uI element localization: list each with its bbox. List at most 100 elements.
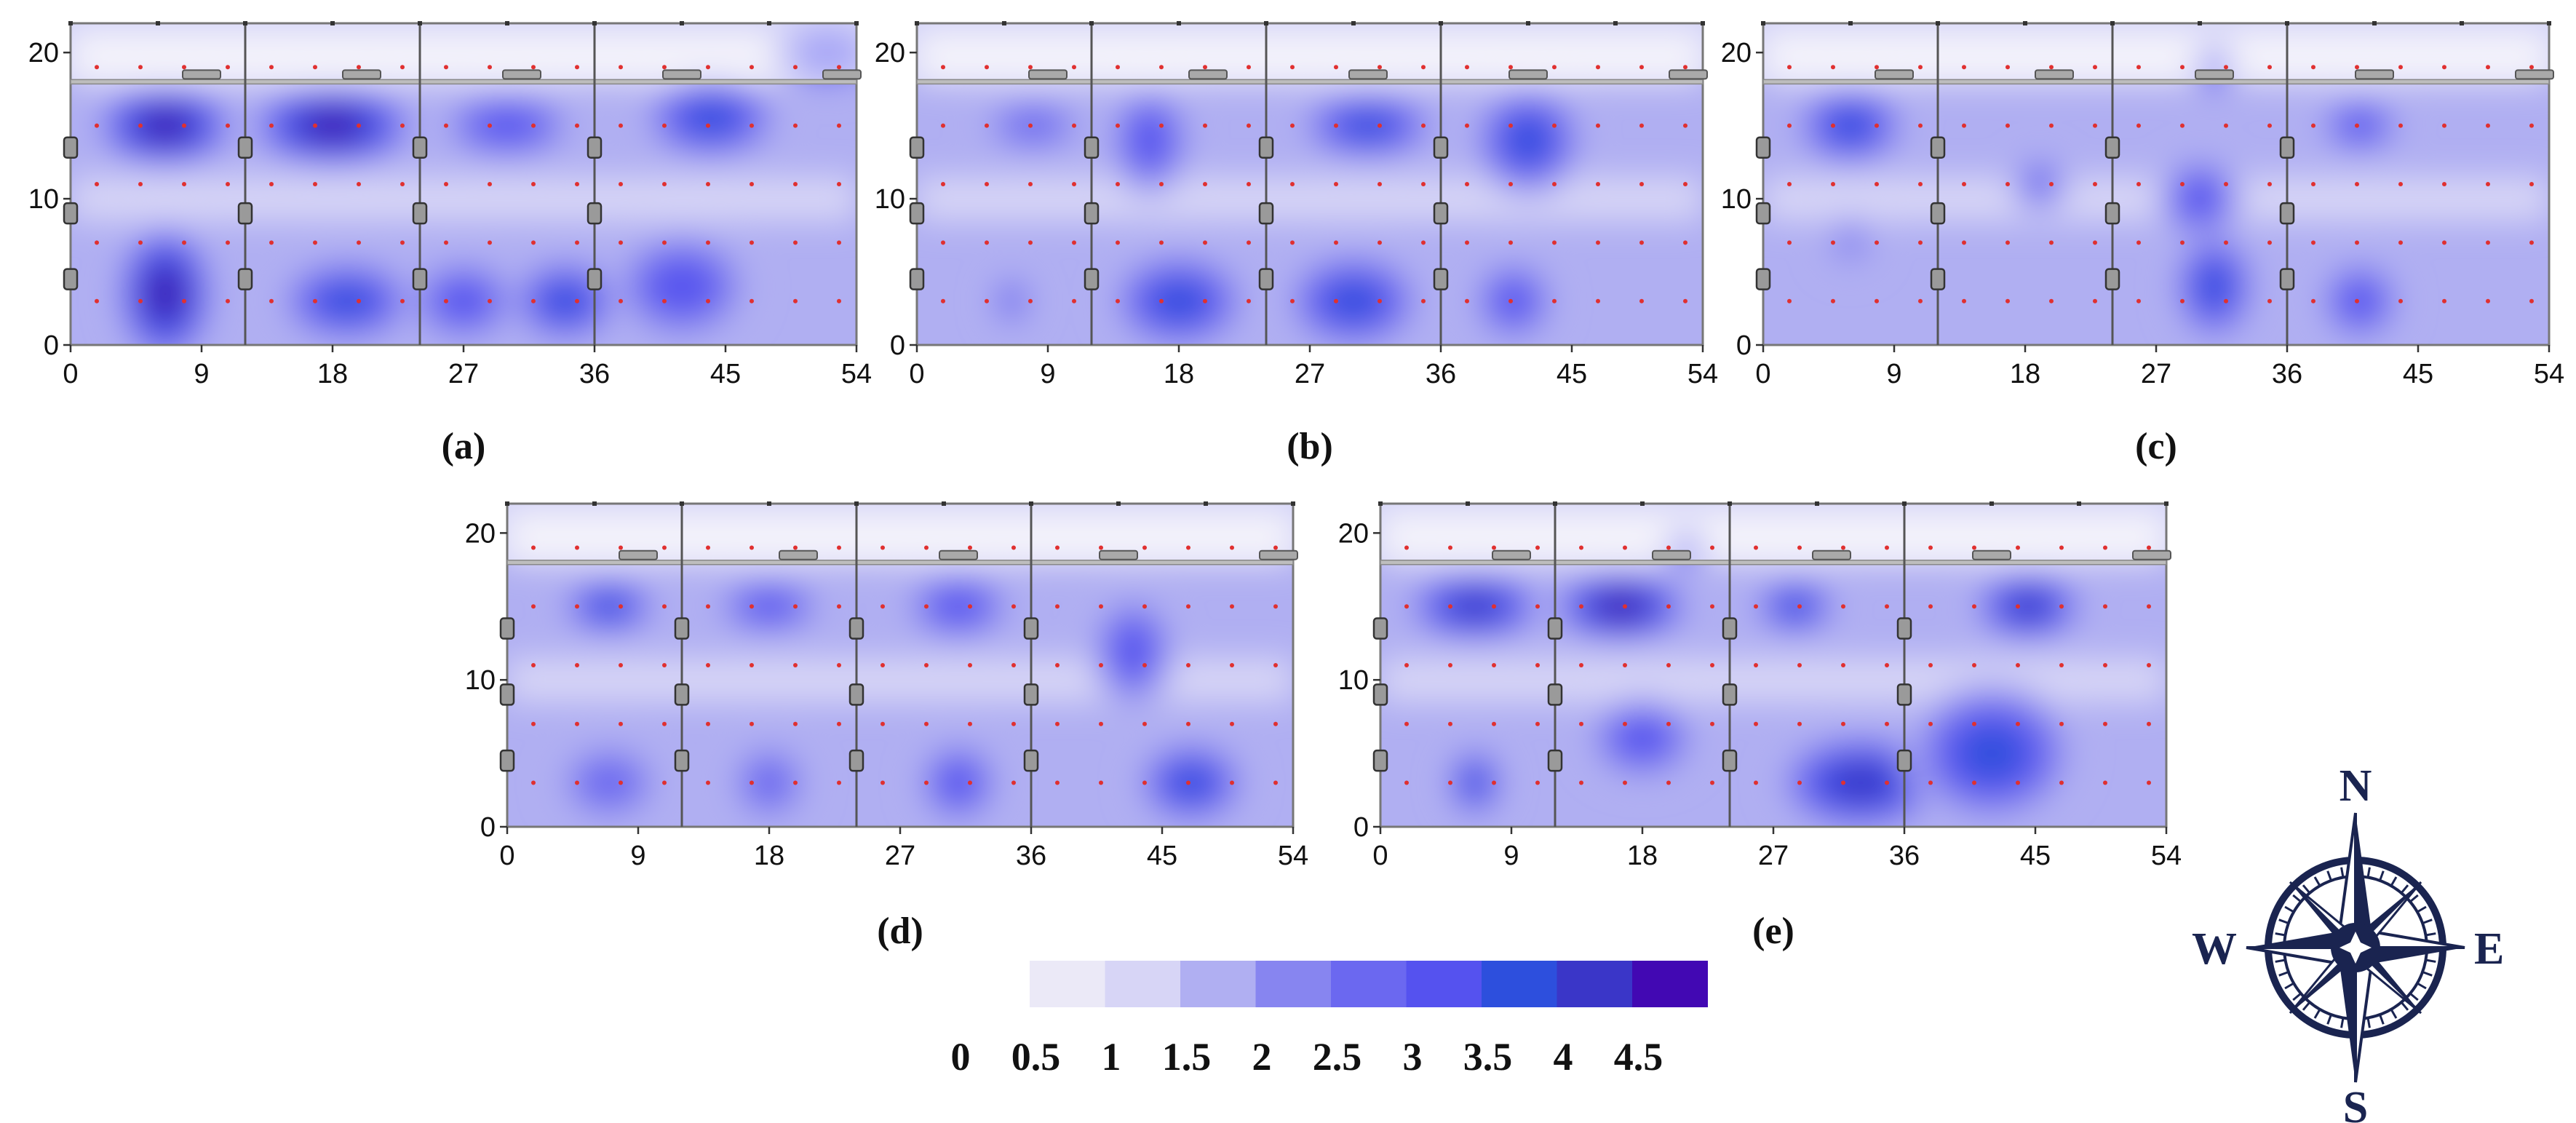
heatmap-hotspot xyxy=(1960,726,2024,780)
compass-tick xyxy=(2417,982,2427,990)
x-tick-label: 45 xyxy=(2403,359,2433,389)
sample-point xyxy=(1797,721,1802,726)
frame-marker xyxy=(854,21,859,25)
sample-point xyxy=(2103,721,2107,726)
sample-point xyxy=(1011,780,1016,785)
frame-marker xyxy=(418,21,422,25)
wall-lamp xyxy=(1755,202,1771,225)
sample-point xyxy=(1142,604,1147,609)
heatmap-field xyxy=(507,511,1293,827)
sample-point xyxy=(706,604,710,609)
wall-lamp xyxy=(1258,136,1274,159)
sample-point xyxy=(1378,65,1382,70)
corridor-wall xyxy=(1380,559,2167,566)
sample-point xyxy=(531,663,536,667)
sample-point xyxy=(1552,240,1557,245)
sample-point xyxy=(531,65,536,70)
sample-point xyxy=(226,240,230,245)
ceiling-vent xyxy=(1669,69,1708,80)
sample-point xyxy=(1623,721,1627,726)
sample-point xyxy=(1787,123,1792,128)
wall-lamp xyxy=(1433,136,1449,159)
sample-point xyxy=(1535,663,1540,667)
sample-point xyxy=(1754,721,1758,726)
sample-point xyxy=(1875,182,1879,186)
x-tick-label: 36 xyxy=(2272,359,2302,389)
wall-lamp xyxy=(848,683,864,706)
sample-point xyxy=(444,123,448,128)
sample-point xyxy=(2059,721,2064,726)
x-tick-label: 9 xyxy=(1040,359,1055,389)
sample-point xyxy=(1378,123,1382,128)
sample-point xyxy=(1404,545,1409,550)
ceiling-vent xyxy=(2355,69,2394,80)
y-tick-label: 20 xyxy=(875,38,905,68)
legend-label: 3 xyxy=(1403,1035,1423,1079)
sample-point xyxy=(1875,298,1879,303)
heatmap-hotspot xyxy=(1116,627,1150,675)
sample-point xyxy=(1797,663,1802,667)
sample-point xyxy=(575,65,579,70)
sample-point xyxy=(924,721,929,726)
sample-point xyxy=(1072,182,1076,186)
sample-point xyxy=(1448,663,1452,667)
sample-point xyxy=(793,240,798,245)
sample-point xyxy=(1334,65,1338,70)
sample-point xyxy=(985,182,989,186)
frame-marker xyxy=(592,501,597,506)
sample-point xyxy=(619,721,623,726)
sample-point xyxy=(1875,240,1879,245)
sample-point xyxy=(2311,65,2315,70)
heatmap-hotspot xyxy=(1619,721,1666,757)
heatmap-hotspot xyxy=(746,595,792,619)
corridor-wall xyxy=(916,79,1704,85)
sample-point xyxy=(706,780,710,785)
sample-point xyxy=(1203,65,1207,70)
wall-lamp xyxy=(499,749,515,772)
frame-marker xyxy=(1902,501,1907,506)
legend-label: 1.5 xyxy=(1162,1035,1212,1079)
sample-point xyxy=(1099,780,1103,785)
sample-point xyxy=(2180,298,2185,303)
sample-point xyxy=(400,65,405,70)
frame-marker xyxy=(2285,21,2289,25)
ceiling-vent xyxy=(1259,549,1298,560)
x-tick-label: 36 xyxy=(1426,359,1456,389)
sample-point xyxy=(662,604,667,609)
sample-point xyxy=(1186,721,1190,726)
frame-marker xyxy=(2164,501,2168,506)
sample-point xyxy=(1203,240,1207,245)
ceiling-vent xyxy=(2035,69,2074,80)
legend-swatch xyxy=(1030,961,1105,1007)
sample-point xyxy=(1683,65,1687,70)
sample-point xyxy=(1596,123,1600,128)
sample-point xyxy=(575,123,579,128)
sample-point xyxy=(1421,298,1426,303)
sample-point xyxy=(2486,240,2490,245)
heatmap-hotspot xyxy=(2342,283,2377,319)
sample-point xyxy=(1918,240,1923,245)
x-tick-label: 0 xyxy=(909,359,924,389)
sample-point xyxy=(1247,240,1251,245)
sample-point xyxy=(1421,240,1426,245)
sample-point xyxy=(531,604,536,609)
frame-marker xyxy=(942,501,946,506)
sample-point xyxy=(2005,182,2010,186)
sample-points xyxy=(941,65,1687,303)
x-tick-label: 0 xyxy=(499,841,514,871)
x-tick-label: 54 xyxy=(2151,841,2182,871)
compass-tick xyxy=(2275,932,2286,937)
sample-point xyxy=(138,240,143,245)
sample-point xyxy=(1972,604,1976,609)
x-tick-label: 9 xyxy=(1503,841,1519,871)
panel-label: (b) xyxy=(1287,426,1333,467)
sample-point xyxy=(269,240,274,245)
sample-point xyxy=(1596,240,1600,245)
ceiling-vent xyxy=(182,69,221,80)
sample-point xyxy=(2224,240,2228,245)
sample-point xyxy=(880,780,885,785)
frame-marker xyxy=(1936,21,1940,25)
frame-marker xyxy=(1002,21,1006,25)
sample-point xyxy=(575,721,579,726)
sample-point xyxy=(357,123,361,128)
